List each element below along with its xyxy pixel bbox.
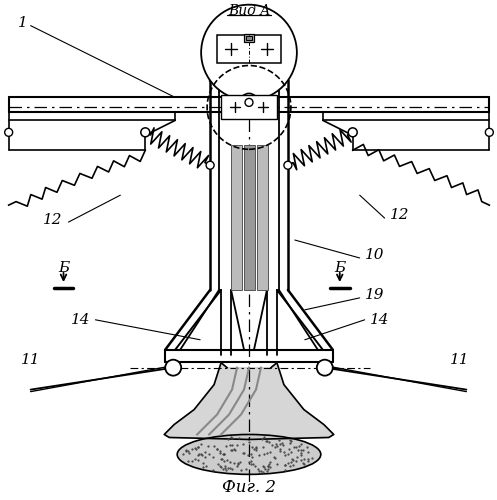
- Circle shape: [4, 128, 12, 136]
- Circle shape: [486, 128, 494, 136]
- Bar: [244, 34, 254, 42]
- Bar: [257, 146, 268, 290]
- Text: 14: 14: [370, 313, 389, 327]
- Text: Б: Б: [334, 261, 345, 275]
- Bar: [244, 146, 255, 290]
- Circle shape: [165, 360, 181, 376]
- Text: Б: Б: [58, 261, 69, 275]
- Ellipse shape: [177, 434, 321, 474]
- Text: 1: 1: [18, 16, 27, 30]
- Bar: [221, 96, 277, 120]
- Circle shape: [348, 128, 357, 137]
- Text: 12: 12: [43, 213, 62, 227]
- Text: 10: 10: [365, 248, 384, 262]
- Text: Вид A: Вид A: [228, 4, 270, 18]
- Text: Фиг. 2: Фиг. 2: [222, 479, 276, 496]
- Circle shape: [206, 161, 214, 169]
- Circle shape: [201, 4, 297, 100]
- Text: 11: 11: [450, 352, 469, 366]
- Circle shape: [141, 128, 150, 137]
- Bar: [217, 34, 281, 62]
- Text: 19: 19: [365, 288, 384, 302]
- Circle shape: [284, 161, 292, 169]
- Circle shape: [317, 360, 333, 376]
- Circle shape: [240, 94, 258, 112]
- Text: 11: 11: [21, 352, 40, 366]
- Text: 12: 12: [390, 208, 410, 222]
- Polygon shape: [164, 362, 334, 440]
- Bar: [246, 36, 252, 40]
- Bar: [231, 146, 242, 290]
- Text: 14: 14: [71, 313, 90, 327]
